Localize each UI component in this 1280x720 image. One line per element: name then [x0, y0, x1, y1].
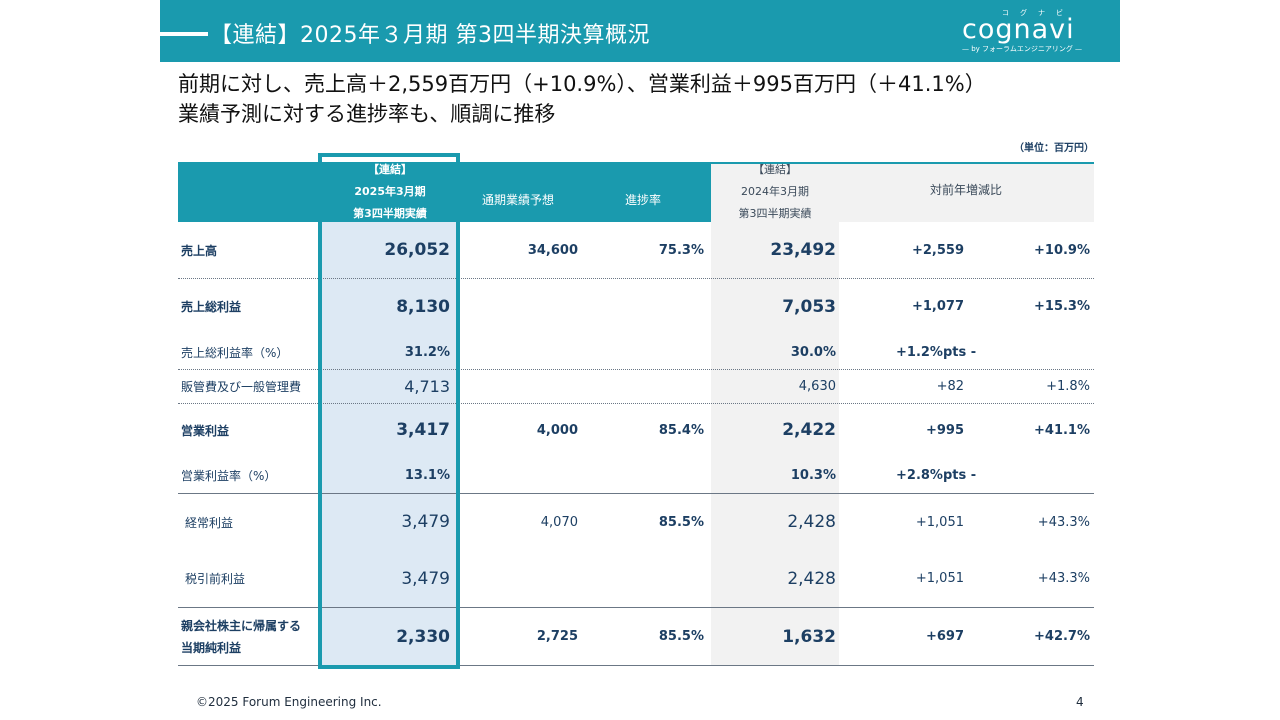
- header-yoy: 対前年増減比: [929, 183, 1002, 197]
- copyright: ©2025 Forum Engineering Inc.: [196, 695, 382, 709]
- headline-line-1: 前期に対し、売上高＋2,559百万円（+10.9%）、営業利益＋995百万円（＋…: [178, 72, 986, 96]
- current-value: 3,417: [396, 420, 450, 440]
- previous-column-shade: [711, 222, 839, 666]
- rate-value: +1.8%: [1046, 378, 1090, 394]
- previous-value: 4,630: [798, 378, 836, 394]
- current-value: 31.2%: [404, 344, 450, 360]
- header-previous-line-3: 第3四半期実績: [738, 207, 812, 220]
- row-label: 経常利益: [185, 515, 234, 530]
- progress-value: 85.5%: [658, 629, 704, 644]
- header-previous-line-1: 【連結】: [753, 163, 797, 176]
- page-title: 【連結】2025年３月期 第3四半期決算概況: [210, 23, 650, 48]
- cognavi-logo: コグナビ cognavi — by フォーラムエンジニアリング —: [958, 6, 1108, 58]
- header-forecast: 通期業績予想: [481, 193, 554, 207]
- table-row: 売上高 26,052 34,600 75.3% 23,492 +2,559 +1…: [178, 222, 1094, 279]
- rate-value: +41.1%: [1034, 422, 1090, 438]
- header-current-line-3: 第3四半期実績: [353, 207, 427, 220]
- row-label: 税引前利益: [185, 572, 246, 586]
- headline: 前期に対し、売上高＋2,559百万円（+10.9%）、営業利益＋995百万円（＋…: [178, 69, 986, 129]
- diff-value: +1.2%pts -: [896, 344, 977, 360]
- table-row: 税引前利益 3,479 2,428 +1,051 +43.3%: [178, 550, 1094, 608]
- logo-tagline: — by フォーラムエンジニアリング —: [962, 45, 1083, 53]
- results-table: 【連結】 2025年3月期 第3四半期実績 通期業績予想 進捗率 【連結】 20…: [178, 162, 1094, 666]
- page-number: 4: [1076, 695, 1084, 709]
- unit-note: （単位：百万円）: [1014, 143, 1094, 154]
- previous-value: 30.0%: [790, 344, 836, 360]
- previous-value: 2,428: [787, 568, 836, 589]
- title-accent-bar: [160, 32, 208, 36]
- row-label: 売上高: [181, 243, 218, 258]
- header-current-line-1: 【連結】: [368, 163, 412, 176]
- diff-value: +2.8%pts -: [896, 467, 977, 483]
- current-value: 13.1%: [404, 467, 450, 483]
- current-value: 3,479: [401, 568, 450, 589]
- diff-value: +1,077: [911, 299, 964, 314]
- forecast-value: 4,000: [536, 422, 578, 438]
- table-row: 売上総利益 8,130 7,053 +1,077 +15.3%: [178, 278, 1094, 335]
- forecast-value: 2,725: [536, 629, 578, 644]
- diff-value: +995: [925, 422, 964, 438]
- previous-value: 1,632: [782, 626, 836, 647]
- row-label: 営業利益: [181, 423, 230, 438]
- progress-value: 85.5%: [658, 514, 704, 530]
- rate-value: +15.3%: [1034, 299, 1090, 314]
- row-label: 販管費及び一般管理費: [181, 379, 302, 394]
- previous-value: 7,053: [782, 296, 836, 317]
- title-banner: [160, 0, 1120, 62]
- previous-value: 10.3%: [790, 467, 836, 483]
- row-label: 親会社株主に帰属する 当期純利益: [181, 608, 301, 665]
- row-label-line-1: 親会社株主に帰属する: [181, 618, 302, 633]
- previous-value: 23,492: [770, 240, 836, 260]
- logo-name: cognavi: [962, 14, 1075, 45]
- rate-value: +42.7%: [1034, 629, 1090, 644]
- current-value: 4,713: [404, 376, 450, 396]
- diff-value: +2,559: [911, 242, 964, 258]
- row-label: 売上総利益率（%）: [181, 345, 289, 360]
- header-previous-line-2: 2024年3月期: [741, 185, 809, 198]
- header-progress: 進捗率: [624, 193, 661, 207]
- headline-line-2: 業績予測に対する進捗率も、順調に推移: [178, 102, 556, 126]
- forecast-value: 4,070: [540, 514, 578, 530]
- current-value: 3,479: [401, 512, 450, 532]
- row-label: 売上総利益: [181, 300, 242, 314]
- header-current-line-2: 2025年3月期: [354, 185, 426, 198]
- progress-value: 75.3%: [658, 242, 704, 258]
- rate-value: +43.3%: [1037, 571, 1090, 586]
- forecast-value: 34,600: [527, 242, 578, 258]
- progress-value: 85.4%: [658, 422, 704, 438]
- current-value: 8,130: [396, 296, 450, 317]
- table-row: 経常利益 3,479 4,070 85.5% 2,428 +1,051 +43.…: [178, 494, 1094, 550]
- diff-value: +82: [936, 378, 964, 394]
- rate-value: +10.9%: [1034, 242, 1090, 258]
- header-previous: 【連結】 2024年3月期 第3四半期実績: [711, 162, 839, 222]
- table-header-previous: [711, 162, 1094, 222]
- table-row: 営業利益 3,417 4,000 85.4% 2,422 +995 +41.1%: [178, 403, 1094, 457]
- table-row: 販管費及び一般管理費 4,713 4,630 +82 +1.8%: [178, 369, 1094, 404]
- table-row: 営業利益率（%） 13.1% 10.3% +2.8%pts -: [178, 457, 1094, 494]
- header-current: 【連結】 2025年3月期 第3四半期実績: [322, 162, 458, 222]
- rate-value: +43.3%: [1037, 514, 1090, 530]
- logo-ruby: コグナビ: [1002, 9, 1074, 17]
- row-label: 営業利益率（%）: [181, 468, 277, 483]
- current-value: 2,330: [396, 626, 450, 647]
- current-column-highlight: [322, 222, 458, 666]
- current-value: 26,052: [384, 240, 450, 260]
- previous-value: 2,428: [787, 512, 836, 532]
- row-label-line-2: 当期純利益: [181, 640, 242, 655]
- diff-value: +1,051: [915, 571, 964, 586]
- previous-value: 2,422: [782, 420, 836, 440]
- diff-value: +697: [925, 629, 964, 644]
- table-row: 親会社株主に帰属する 当期純利益 2,330 2,725 85.5% 1,632…: [178, 608, 1094, 666]
- table-row: 売上総利益率（%） 31.2% 30.0% +1.2%pts -: [178, 335, 1094, 370]
- diff-value: +1,051: [915, 514, 964, 530]
